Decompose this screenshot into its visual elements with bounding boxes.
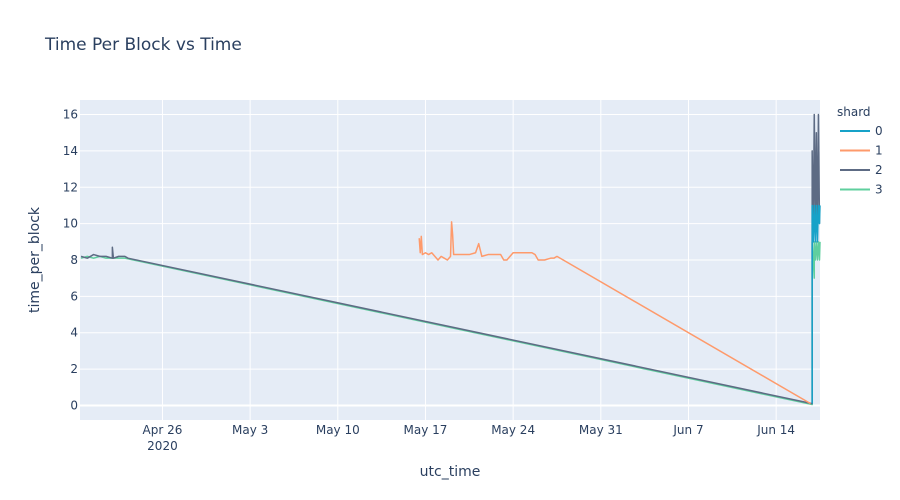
y-tick-label: 4 (70, 326, 78, 340)
x-axis-title: utc_time (420, 464, 481, 480)
x-tick-label: May 3 (232, 423, 268, 437)
y-tick-label: 16 (63, 108, 78, 122)
legend-label-shard-2[interactable]: 2 (875, 163, 883, 177)
legend-label-shard-1[interactable]: 1 (875, 144, 883, 158)
x-tick-label: May 17 (404, 423, 448, 437)
legend-label-shard-3[interactable]: 3 (875, 183, 883, 197)
y-tick-label: 14 (63, 144, 78, 158)
series-line-shard-1 (418, 221, 811, 405)
y-tick-label: 2 (70, 362, 78, 376)
x-tick-label: Jun 14 (756, 423, 795, 437)
series-layer (80, 113, 821, 406)
y-tick-label: 6 (70, 289, 78, 303)
y-tick-label: 10 (63, 217, 78, 231)
legend-title: shard (837, 105, 871, 119)
x-tick-label: May 31 (579, 423, 623, 437)
x-tick-label: Apr 26 (143, 423, 183, 437)
y-tick-label: 12 (63, 180, 78, 194)
series-line-shard-2 (80, 113, 821, 405)
y-tick-label: 0 (70, 398, 78, 412)
y-axis-title: time_per_block (27, 206, 43, 313)
series-line-shard-0 (811, 204, 821, 404)
x-tick-sublabel: 2020 (147, 439, 178, 453)
x-axis-ticks: Apr 26 2020 May 3 May 10 May 17 May 24 May 31 J… (143, 423, 796, 453)
y-axis-ticks: 0 2 4 6 8 10 12 14 16 (63, 108, 78, 413)
x-tick-label: May 24 (491, 423, 535, 437)
legend-label-shard-0[interactable]: 0 (875, 124, 883, 138)
legend: shard 0 1 2 3 (837, 105, 883, 197)
x-tick-label: May 10 (316, 423, 360, 437)
y-tick-label: 8 (70, 253, 78, 267)
grid-lines (80, 100, 820, 420)
chart-title: Time Per Block vs Time (44, 35, 242, 55)
x-tick-label: Jun 7 (672, 423, 703, 437)
